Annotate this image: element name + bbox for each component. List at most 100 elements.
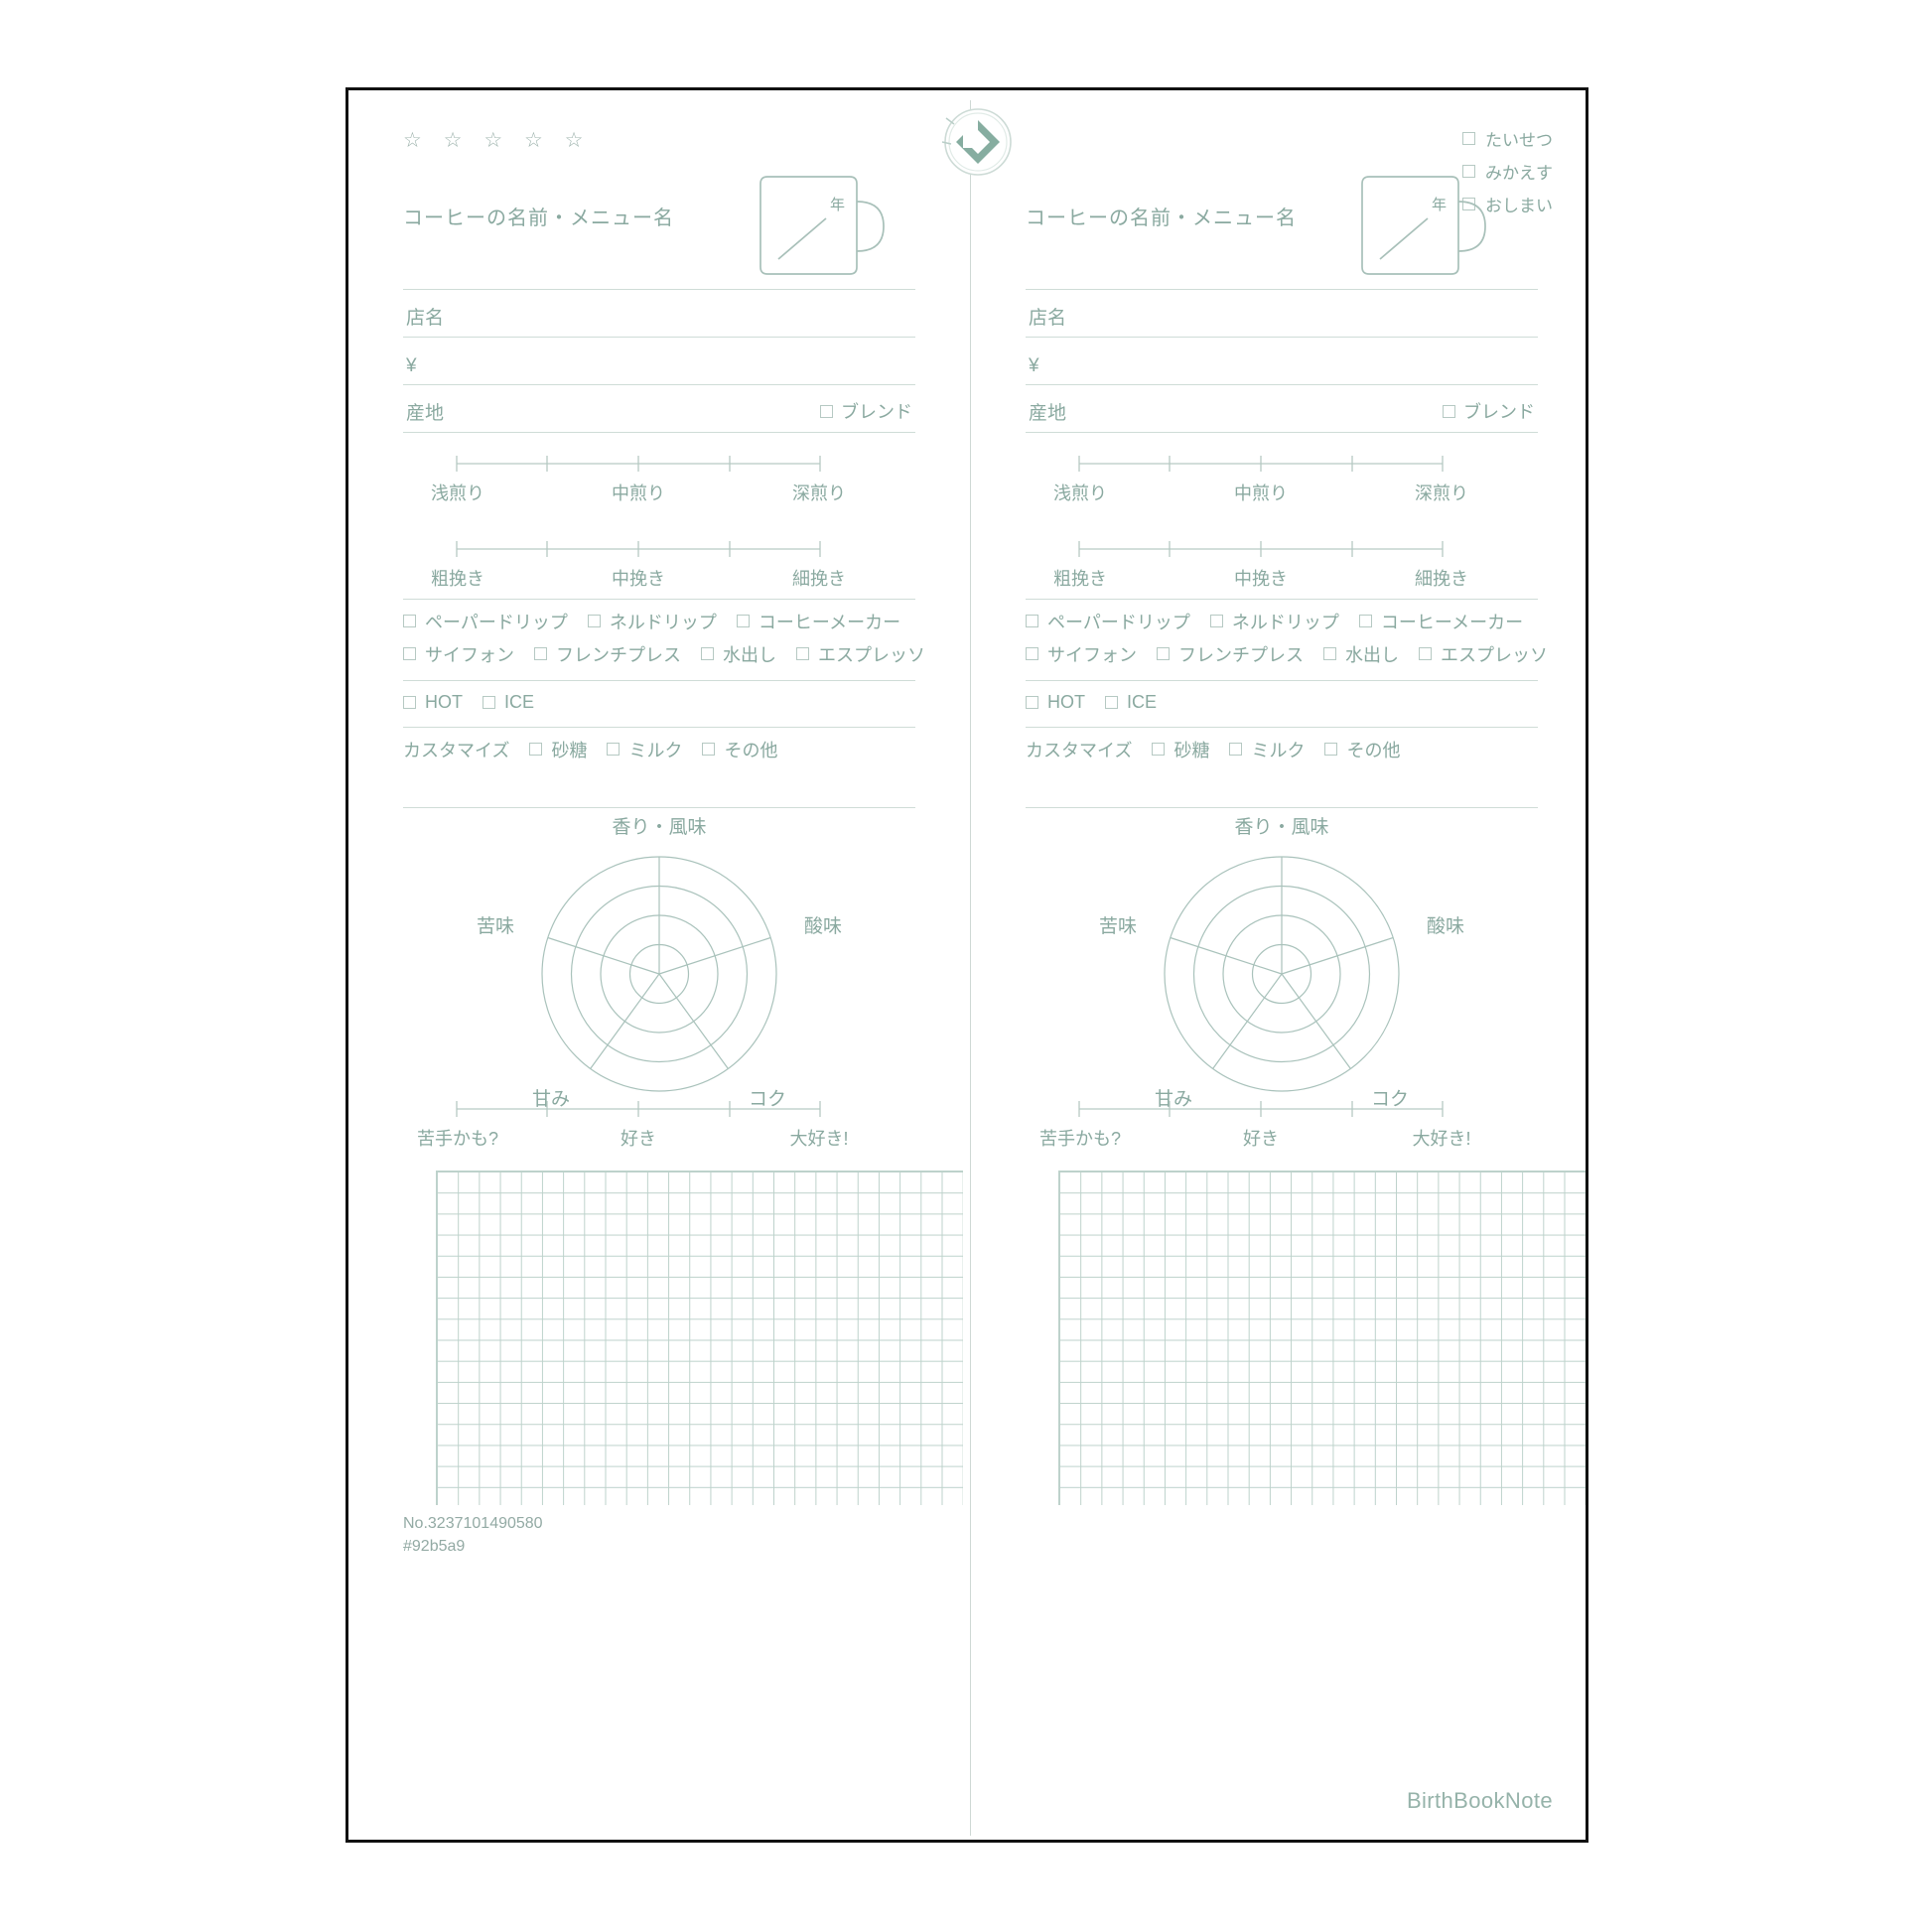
- customize-other[interactable]: その他: [1324, 737, 1400, 762]
- checkbox-icon[interactable]: [403, 647, 416, 660]
- checkbox-icon[interactable]: [1105, 696, 1118, 709]
- brew-methods-left: ペーパードリップ ネルドリップ コーヒーメーカー サイフォン フレンチプレス 水…: [403, 599, 925, 808]
- checkbox-icon[interactable]: [1419, 647, 1432, 660]
- checkbox-icon[interactable]: [529, 743, 543, 756]
- brew-methods-row-2: サイフォン フレンチプレス 水出し エスプレッソ: [1026, 637, 1548, 670]
- method-espresso[interactable]: エスプレッソ: [796, 641, 925, 667]
- field-label-shop: 店名: [1029, 308, 1067, 329]
- coffee-record-panel-right: たいせつ みかえす おしまい コーヒーの名前・メニュー名 年 店名 ¥: [971, 90, 1592, 1846]
- rating-stars[interactable]: ☆ ☆ ☆ ☆ ☆: [403, 129, 592, 152]
- temperature-hot[interactable]: HOT: [403, 692, 463, 713]
- checkbox-icon[interactable]: [1324, 743, 1338, 756]
- checkbox-icon[interactable]: [1462, 165, 1475, 178]
- field-row-shop[interactable]: 店名: [403, 289, 915, 338]
- blend-checkbox-item[interactable]: ブレンド: [1443, 398, 1535, 424]
- grid-note-area[interactable]: [436, 1171, 963, 1505]
- customize-other[interactable]: その他: [702, 737, 777, 762]
- method-espresso[interactable]: エスプレッソ: [1419, 641, 1548, 667]
- temperature-label: ICE: [1127, 692, 1158, 712]
- checkbox-icon[interactable]: [1229, 743, 1243, 756]
- field-row-price[interactable]: ¥: [403, 338, 915, 385]
- customize-milk[interactable]: ミルク: [1229, 737, 1305, 762]
- method-label: ネルドリップ: [1231, 612, 1339, 632]
- radar-axis-label-bitterness: 苦味: [1099, 915, 1137, 937]
- method-coffee-maker[interactable]: コーヒーメーカー: [1358, 609, 1523, 634]
- checkbox-icon[interactable]: [403, 696, 416, 709]
- temperature-label: HOT: [1047, 692, 1085, 712]
- checkbox-icon[interactable]: [534, 647, 547, 660]
- preference-scale-labels: 苦手かも? 好き 大好き!: [403, 1125, 874, 1151]
- checkbox-icon[interactable]: [1026, 647, 1038, 660]
- method-coffee-maker[interactable]: コーヒーメーカー: [736, 609, 900, 634]
- grind-label-medium: 中挽き: [612, 569, 665, 589]
- roast-scale-labels: 浅煎り 中煎り 深煎り: [403, 480, 874, 505]
- grind-label-fine: 細挽き: [792, 569, 846, 589]
- method-cold-brew[interactable]: 水出し: [701, 641, 776, 667]
- grind-label-coarse: 粗挽き: [431, 569, 484, 589]
- checkbox-icon[interactable]: [1152, 743, 1166, 756]
- temperature-label: HOT: [425, 692, 463, 712]
- radar-svg: 香り・風味 酸味 コク 甘み 苦味: [1099, 816, 1464, 1110]
- checkbox-icon[interactable]: [1462, 132, 1475, 145]
- checkbox-icon[interactable]: [1026, 615, 1038, 627]
- roast-label-medium: 中煎り: [1234, 483, 1288, 503]
- customize-sugar[interactable]: 砂糖: [529, 737, 587, 762]
- checkbox-icon[interactable]: [403, 615, 416, 627]
- roast-scale[interactable]: 浅煎り 中煎り 深煎り: [403, 446, 915, 531]
- checkbox-icon[interactable]: [702, 743, 716, 756]
- customize-sugar[interactable]: 砂糖: [1152, 737, 1209, 762]
- temperature-ice[interactable]: ICE: [1105, 692, 1157, 713]
- preference-scale[interactable]: 苦手かも? 好き 大好き!: [1026, 1091, 1538, 1176]
- method-siphon[interactable]: サイフォン: [403, 641, 514, 667]
- preference-label-dislike: 苦手かも?: [1038, 1129, 1121, 1149]
- method-nel-drip[interactable]: ネルドリップ: [587, 609, 717, 634]
- method-label: ネルドリップ: [609, 612, 717, 632]
- grid-note-area[interactable]: [1058, 1171, 1586, 1505]
- temperature-ice[interactable]: ICE: [483, 692, 534, 713]
- field-row-shop[interactable]: 店名: [1026, 289, 1538, 338]
- method-paper-drip[interactable]: ペーパードリップ: [403, 609, 568, 634]
- taste-radar-chart[interactable]: 香り・風味 酸味 コク 甘み 苦味: [403, 785, 915, 1113]
- grind-scale[interactable]: 粗挽き 中挽き 細挽き: [403, 531, 915, 617]
- checkbox-icon[interactable]: [701, 647, 714, 660]
- method-paper-drip[interactable]: ペーパードリップ: [1026, 609, 1190, 634]
- roast-scale[interactable]: 浅煎り 中煎り 深煎り: [1026, 446, 1538, 531]
- field-row-origin[interactable]: 産地 ブレンド: [1026, 385, 1538, 433]
- checkbox-icon[interactable]: [736, 615, 750, 627]
- checkbox-icon[interactable]: [607, 743, 621, 756]
- checkbox-icon[interactable]: [483, 696, 495, 709]
- checkbox-icon[interactable]: [1323, 647, 1336, 660]
- method-cold-brew[interactable]: 水出し: [1323, 641, 1399, 667]
- checkbox-icon[interactable]: [1157, 647, 1170, 660]
- date-mug-icon[interactable]: 年: [755, 172, 886, 279]
- checkbox-icon[interactable]: [1358, 615, 1372, 627]
- date-mug-icon[interactable]: 年: [1356, 172, 1487, 279]
- taste-radar-chart[interactable]: 香り・風味 酸味 コク 甘み 苦味: [1026, 785, 1538, 1113]
- checkbox-icon[interactable]: [1443, 404, 1455, 418]
- preference-scale[interactable]: 苦手かも? 好き 大好き!: [403, 1091, 915, 1176]
- field-rows-left: 店名 ¥ 産地 ブレンド: [403, 289, 915, 433]
- status-check-label: たいせつ: [1485, 131, 1553, 150]
- customize-milk[interactable]: ミルク: [607, 737, 682, 762]
- status-check-mikaesu[interactable]: みかえす: [1462, 159, 1553, 184]
- checkbox-icon[interactable]: [587, 615, 601, 627]
- method-nel-drip[interactable]: ネルドリップ: [1209, 609, 1339, 634]
- field-row-origin[interactable]: 産地 ブレンド: [403, 385, 915, 433]
- preference-scale-axis: [456, 1101, 821, 1117]
- status-check-oshimai[interactable]: おしまい: [1462, 192, 1553, 216]
- blend-checkbox-item[interactable]: ブレンド: [820, 398, 912, 424]
- method-french-press[interactable]: フレンチプレス: [534, 641, 681, 667]
- temperature-hot[interactable]: HOT: [1026, 692, 1085, 713]
- checkbox-icon[interactable]: [820, 404, 833, 418]
- method-siphon[interactable]: サイフォン: [1026, 641, 1137, 667]
- radar-axis-label-sweetness: 甘み: [1155, 1088, 1192, 1110]
- method-french-press[interactable]: フレンチプレス: [1157, 641, 1304, 667]
- status-check-taisetsu[interactable]: たいせつ: [1462, 126, 1553, 151]
- grind-scale[interactable]: 粗挽き 中挽き 細挽き: [1026, 531, 1538, 617]
- preference-label-love: 大好き!: [1412, 1129, 1471, 1149]
- checkbox-icon[interactable]: [1026, 696, 1038, 709]
- checkbox-icon[interactable]: [1209, 615, 1223, 627]
- checkbox-icon[interactable]: [1462, 198, 1475, 210]
- checkbox-icon[interactable]: [796, 647, 809, 660]
- field-row-price[interactable]: ¥: [1026, 338, 1538, 385]
